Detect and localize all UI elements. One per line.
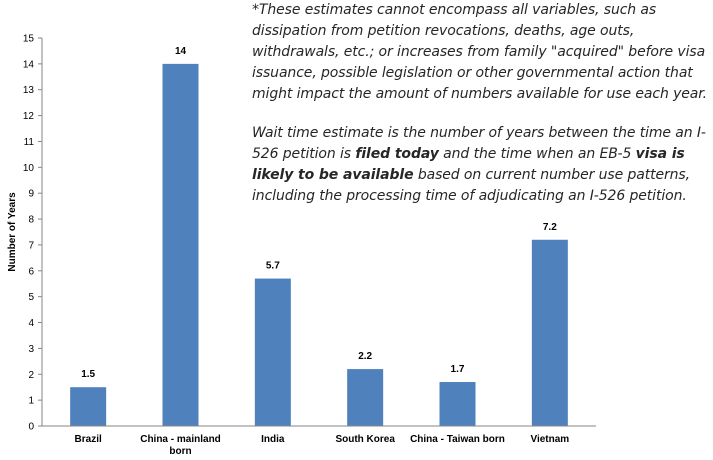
x-tick-label: India — [261, 434, 285, 445]
data-labels: 1.5 14 5.7 2.2 1.7 7.2 — [81, 46, 557, 380]
x-tick-label-line: China - mainland — [140, 434, 221, 445]
bars — [70, 63, 568, 426]
x-tick-label: Brazil — [75, 434, 102, 445]
x-tick-label-line: Vietnam — [530, 434, 569, 445]
note-text-part: based on current number use patterns, in… — [252, 167, 690, 204]
y-tick-label: 3 — [28, 344, 34, 355]
x-axis-tick-labels: Brazil China - mainland born India South Kor… — [75, 434, 570, 457]
bar — [439, 382, 476, 426]
y-tick-label: 14 — [23, 59, 35, 70]
y-tick-label: 2 — [28, 370, 34, 381]
y-tick-label: 6 — [28, 266, 34, 277]
note-text-part: and the time when an EB-5 — [438, 146, 636, 162]
y-tick-label: 1 — [28, 396, 34, 407]
note-emphasis-filed-today: filed today — [355, 146, 439, 162]
y-tick-label: 5 — [28, 292, 34, 303]
y-tick-label: 15 — [23, 34, 35, 45]
y-tick-label: 8 — [28, 215, 34, 226]
disclaimer-note: *These estimates cannot encompass all va… — [252, 2, 707, 102]
y-tick-label: 4 — [28, 318, 34, 329]
x-tick-label-line: Brazil — [75, 434, 102, 445]
x-tick-label-line: South Korea — [335, 434, 395, 445]
y-tick-label: 10 — [23, 163, 35, 174]
data-label: 1.7 — [451, 364, 465, 375]
bar — [531, 239, 568, 426]
y-axis-label: Number of Years — [7, 192, 18, 272]
bar — [347, 369, 384, 426]
bar — [254, 278, 291, 426]
data-label: 2.2 — [358, 351, 372, 362]
y-tick-label: 12 — [23, 111, 35, 122]
data-label: 1.5 — [81, 369, 95, 380]
y-tick-label: 0 — [28, 422, 34, 433]
note-text-part: Wait time estimate is the number of year… — [252, 125, 706, 162]
data-label: 7.2 — [543, 222, 557, 233]
bar — [162, 63, 199, 426]
x-tick-label: China - Taiwan born — [410, 434, 505, 445]
x-tick-label: South Korea — [335, 434, 395, 445]
data-label: 5.7 — [266, 261, 280, 272]
y-tick-label: 9 — [28, 189, 34, 200]
x-tick-label-line: born — [169, 446, 191, 457]
y-tick-label: 13 — [23, 85, 35, 96]
y-tick-label: 11 — [24, 137, 35, 148]
bar — [70, 387, 107, 426]
x-tick-label: China - mainland born — [140, 434, 221, 457]
x-tick-label-line: China - Taiwan born — [410, 434, 505, 445]
note-emphasis-visa-available: visa is likely to be available — [252, 146, 685, 183]
x-tick-label: Vietnam — [530, 434, 569, 445]
y-tick-label: 7 — [28, 240, 34, 251]
data-label: 14 — [175, 46, 187, 57]
wait-time-definition-note: Wait time estimate is the number of year… — [252, 123, 710, 207]
x-tick-label-line: India — [261, 434, 285, 445]
